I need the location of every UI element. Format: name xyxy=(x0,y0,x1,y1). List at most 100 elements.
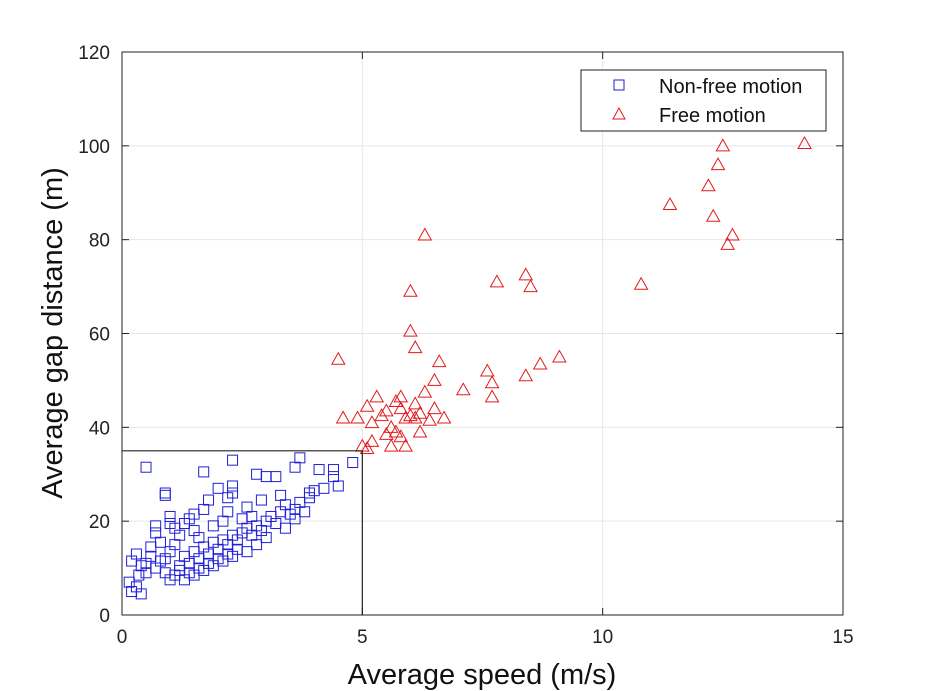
x-tick-label: 0 xyxy=(117,627,128,648)
data-point-non-free xyxy=(135,560,147,572)
threshold-box xyxy=(122,450,363,615)
data-point-free xyxy=(369,389,385,403)
x-tick-label: 5 xyxy=(357,627,368,648)
legend-marker-free xyxy=(612,106,626,120)
data-point-free xyxy=(398,410,413,424)
x-tick-label: 10 xyxy=(592,627,613,648)
data-point-non-free xyxy=(299,506,311,518)
data-point-free xyxy=(436,410,452,424)
data-point-free xyxy=(393,401,409,415)
data-point-non-free xyxy=(212,482,224,494)
data-point-free xyxy=(479,363,495,377)
data-point-non-free xyxy=(145,550,157,562)
data-point-free xyxy=(407,410,423,424)
data-point-non-free xyxy=(313,464,325,476)
data-point-free xyxy=(455,382,471,396)
data-point-free xyxy=(720,236,735,250)
data-point-non-free xyxy=(251,468,263,480)
data-point-free xyxy=(484,375,500,389)
data-point-free xyxy=(383,438,399,452)
data-point-free xyxy=(403,283,418,297)
data-point-free xyxy=(330,351,346,365)
data-points xyxy=(123,135,812,600)
data-point-non-free xyxy=(198,466,210,478)
data-point-free xyxy=(412,405,428,419)
data-point-free xyxy=(484,389,500,403)
data-point-non-free xyxy=(227,454,239,466)
data-point-free xyxy=(797,135,812,149)
data-point-free xyxy=(393,429,409,443)
data-point-free xyxy=(489,274,505,288)
data-point-free xyxy=(427,372,442,386)
legend-label-non-free: Non-free motion xyxy=(659,76,802,98)
data-point-free xyxy=(388,394,404,408)
data-point-non-free xyxy=(154,536,166,548)
data-point-free xyxy=(715,138,731,152)
y-tick-label: 40 xyxy=(89,418,110,439)
data-point-non-free xyxy=(289,461,301,473)
data-point-non-free xyxy=(260,532,272,544)
data-point-free xyxy=(417,384,433,398)
y-tick-label: 20 xyxy=(89,512,110,533)
data-point-non-free xyxy=(270,471,282,483)
data-point-free xyxy=(662,196,678,210)
data-point-non-free xyxy=(164,510,176,522)
data-point-non-free xyxy=(279,522,291,534)
data-point-free xyxy=(705,208,721,222)
y-tick-label: 0 xyxy=(99,606,110,627)
data-point-free xyxy=(523,279,538,293)
x-tick-label: 15 xyxy=(832,627,853,648)
data-point-non-free xyxy=(140,461,152,473)
data-point-free xyxy=(364,433,380,447)
data-point-free xyxy=(725,227,740,241)
data-point-non-free xyxy=(347,457,359,469)
y-tick-label: 100 xyxy=(78,137,110,158)
y-tick-label: 120 xyxy=(78,43,110,64)
data-point-non-free xyxy=(222,506,234,518)
data-point-non-free xyxy=(222,492,234,504)
data-point-free xyxy=(350,410,365,424)
data-point-free xyxy=(518,267,534,281)
data-point-free xyxy=(379,426,394,440)
data-point-free xyxy=(422,412,437,426)
y-axis-label: Average gap distance (m) xyxy=(37,167,69,499)
legend-marker-non-free xyxy=(613,79,625,91)
data-point-free xyxy=(633,276,649,290)
data-point-free xyxy=(407,396,423,410)
axes: 0 5 10 15 0 20 40 60 80 100 120 xyxy=(78,43,853,648)
data-point-free xyxy=(431,354,447,368)
data-point-free xyxy=(388,424,404,438)
data-point-non-free xyxy=(150,520,162,532)
y-tick-label: 80 xyxy=(89,231,110,252)
data-point-free xyxy=(412,424,428,438)
data-point-free xyxy=(403,323,418,337)
legend-label-free: Free motion xyxy=(659,105,766,127)
data-point-free xyxy=(374,408,389,422)
data-point-non-free xyxy=(251,539,263,551)
data-point-free xyxy=(383,419,399,433)
data-point-free xyxy=(710,157,726,171)
data-point-non-free xyxy=(308,485,320,497)
data-point-non-free xyxy=(169,522,181,534)
data-point-non-free xyxy=(130,548,142,560)
data-point-non-free xyxy=(241,546,253,558)
x-axis-label: Average speed (m/s) xyxy=(348,659,617,691)
data-point-free xyxy=(417,227,433,241)
data-point-free xyxy=(532,356,548,370)
data-point-non-free xyxy=(135,588,147,600)
data-point-non-free xyxy=(227,480,239,492)
data-point-free xyxy=(518,368,534,382)
data-point-free xyxy=(359,440,375,454)
data-point-free xyxy=(403,408,418,422)
data-point-non-free xyxy=(332,480,344,492)
data-point-free xyxy=(359,398,375,412)
data-point-free xyxy=(407,340,423,354)
data-point-free xyxy=(701,178,716,192)
data-point-non-free xyxy=(255,494,267,506)
data-point-non-free xyxy=(327,464,339,476)
data-point-non-free xyxy=(193,532,205,544)
data-point-non-free xyxy=(159,489,171,501)
data-point-free xyxy=(335,410,351,424)
data-point-non-free xyxy=(246,510,258,522)
